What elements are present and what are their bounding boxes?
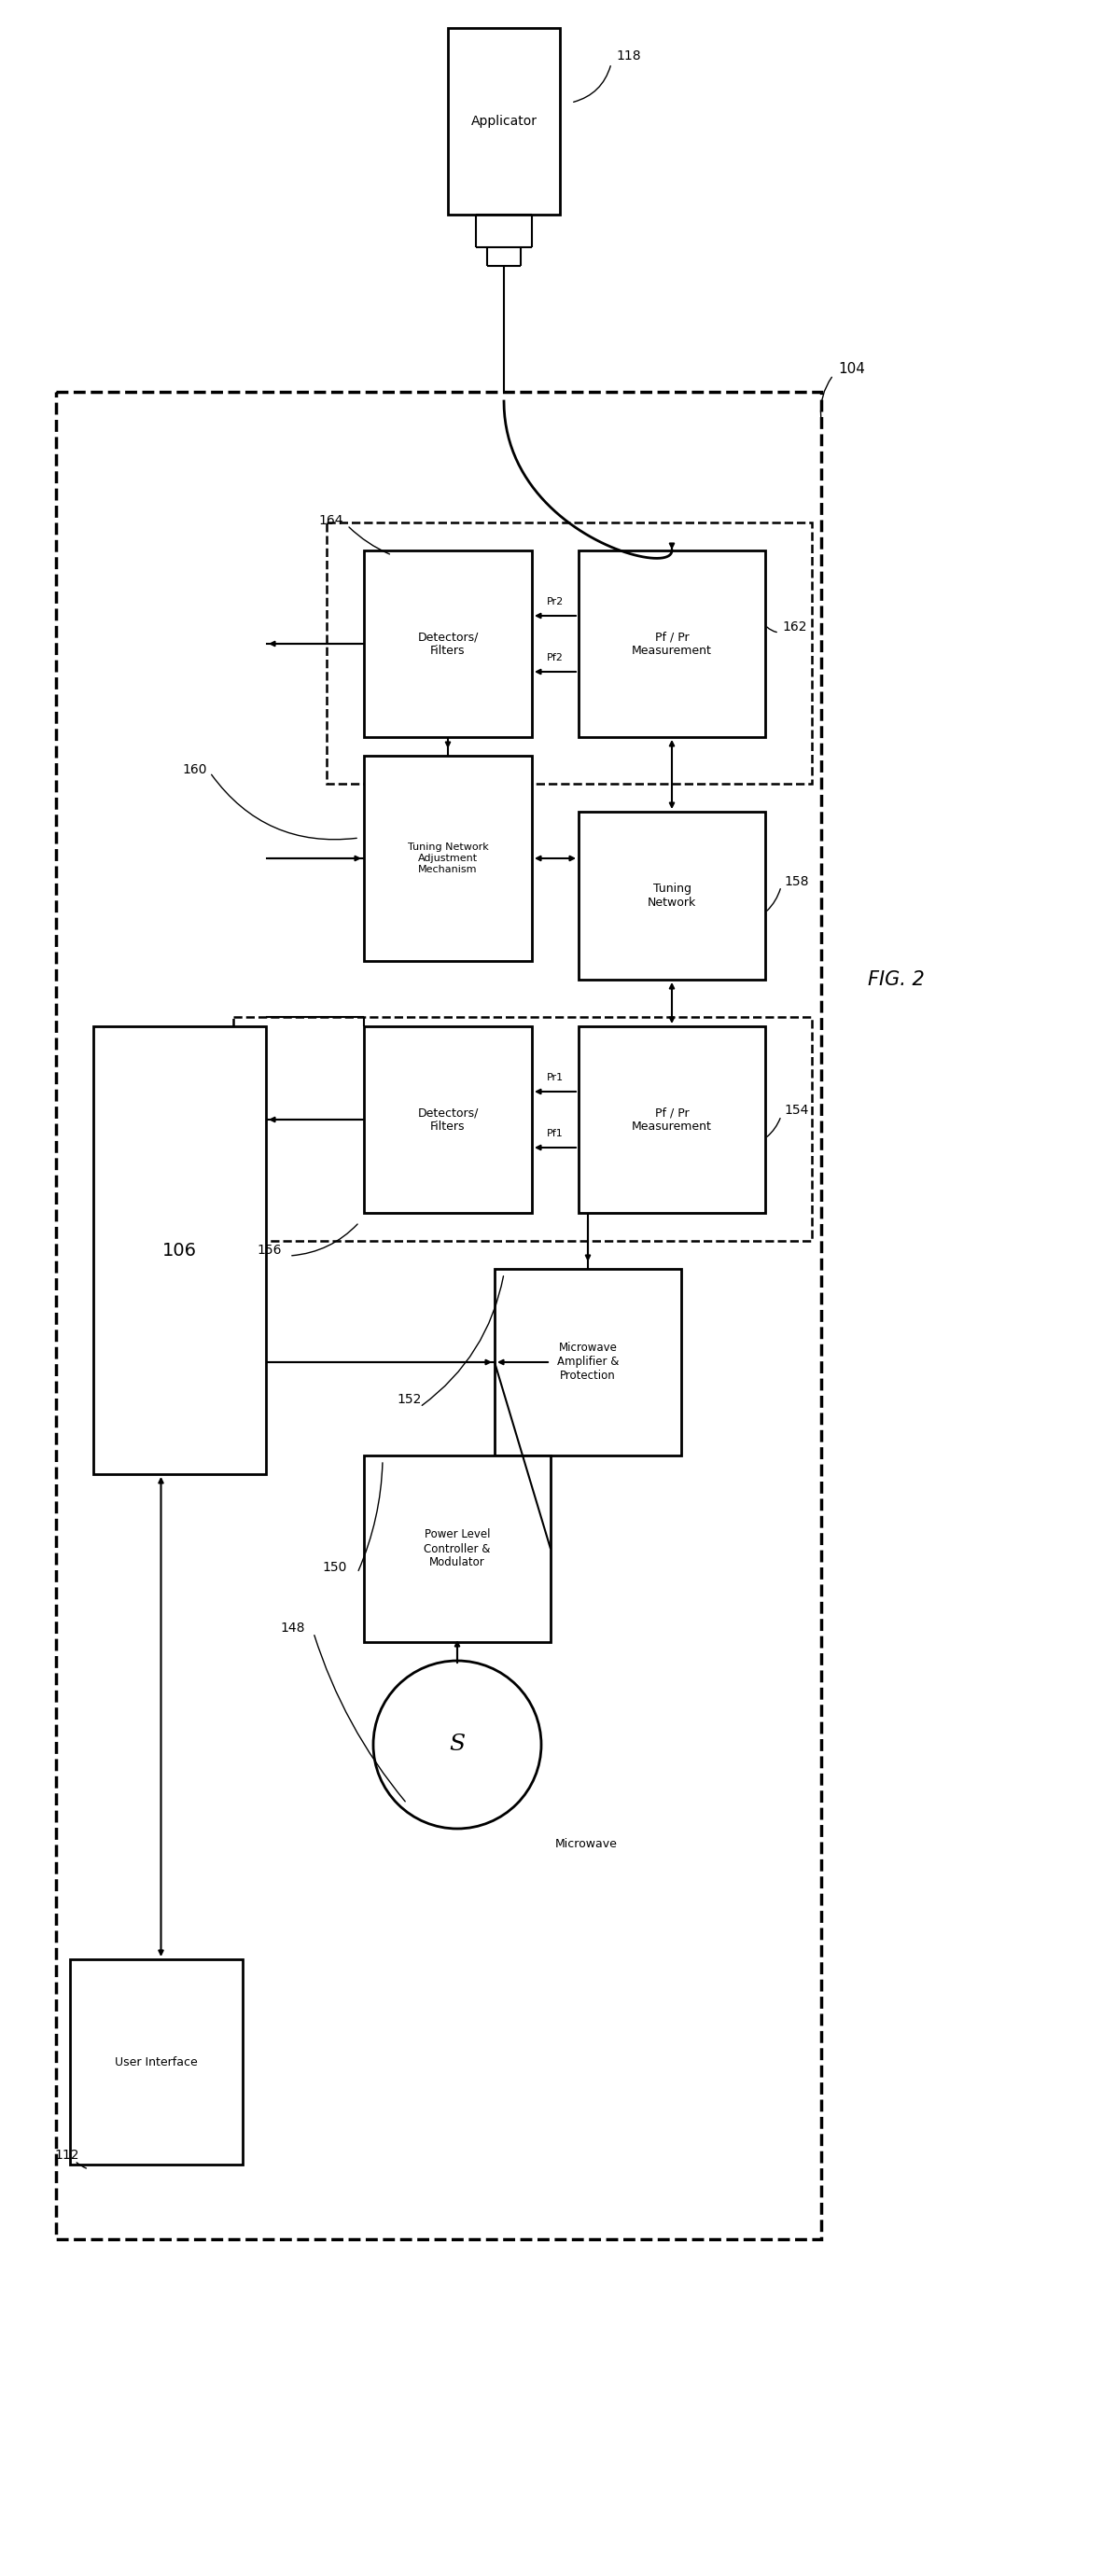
FancyArrowPatch shape bbox=[422, 1275, 504, 1406]
Text: 118: 118 bbox=[615, 49, 641, 62]
Text: S: S bbox=[449, 1734, 466, 1754]
Text: Pr1: Pr1 bbox=[547, 1074, 564, 1082]
Text: Microwave: Microwave bbox=[555, 1839, 618, 1850]
Text: 160: 160 bbox=[182, 762, 207, 775]
FancyArrowPatch shape bbox=[349, 528, 390, 554]
Bar bbox=[364, 755, 532, 961]
Bar bbox=[70, 1960, 242, 2164]
Text: Tuning
Network: Tuning Network bbox=[648, 884, 696, 909]
FancyArrowPatch shape bbox=[77, 2161, 86, 2169]
Text: Applicator: Applicator bbox=[470, 116, 537, 129]
Text: Detectors/
Filters: Detectors/ Filters bbox=[418, 631, 478, 657]
Text: 106: 106 bbox=[162, 1242, 197, 1260]
Text: 150: 150 bbox=[322, 1561, 346, 1574]
Bar bbox=[56, 392, 821, 2239]
FancyArrowPatch shape bbox=[767, 889, 781, 912]
Bar bbox=[495, 1270, 681, 1455]
Text: 158: 158 bbox=[784, 876, 809, 889]
Bar bbox=[94, 1025, 266, 1473]
Text: Tuning Network
Adjustment
Mechanism: Tuning Network Adjustment Mechanism bbox=[408, 842, 488, 873]
FancyArrowPatch shape bbox=[821, 376, 832, 417]
Text: 164: 164 bbox=[318, 515, 343, 528]
Text: Pf / Pr
Measurement: Pf / Pr Measurement bbox=[632, 1108, 712, 1133]
FancyArrowPatch shape bbox=[574, 67, 611, 103]
Text: 156: 156 bbox=[257, 1244, 281, 1257]
Bar bbox=[364, 551, 532, 737]
Text: Microwave
Amplifier &
Protection: Microwave Amplifier & Protection bbox=[557, 1342, 619, 1383]
Bar bbox=[364, 1455, 551, 1641]
Bar bbox=[579, 811, 765, 979]
Text: 152: 152 bbox=[397, 1394, 421, 1406]
Text: Pf / Pr
Measurement: Pf / Pr Measurement bbox=[632, 631, 712, 657]
Text: Detectors/
Filters: Detectors/ Filters bbox=[418, 1108, 478, 1133]
FancyArrowPatch shape bbox=[211, 775, 356, 840]
Text: FIG. 2: FIG. 2 bbox=[868, 971, 924, 989]
Bar bbox=[364, 1025, 532, 1213]
FancyArrowPatch shape bbox=[767, 626, 776, 631]
FancyArrowPatch shape bbox=[767, 1118, 780, 1136]
Text: 112: 112 bbox=[54, 2148, 79, 2161]
Bar bbox=[579, 1025, 765, 1213]
Text: User Interface: User Interface bbox=[115, 2056, 198, 2069]
FancyArrowPatch shape bbox=[314, 1636, 405, 1801]
Text: Pf1: Pf1 bbox=[547, 1128, 563, 1139]
Text: 162: 162 bbox=[782, 621, 806, 634]
FancyArrowPatch shape bbox=[359, 1463, 382, 1571]
Bar bbox=[233, 1018, 812, 1242]
Text: Pr2: Pr2 bbox=[546, 598, 564, 605]
Text: Pf2: Pf2 bbox=[547, 654, 564, 662]
Text: 148: 148 bbox=[280, 1620, 305, 1636]
FancyArrowPatch shape bbox=[292, 1224, 357, 1255]
Text: Power Level
Controller &
Modulator: Power Level Controller & Modulator bbox=[424, 1528, 490, 1569]
Bar bbox=[326, 523, 812, 783]
Bar bbox=[579, 551, 765, 737]
Bar bbox=[448, 28, 560, 214]
Text: 154: 154 bbox=[784, 1103, 809, 1118]
Text: 104: 104 bbox=[838, 361, 865, 376]
